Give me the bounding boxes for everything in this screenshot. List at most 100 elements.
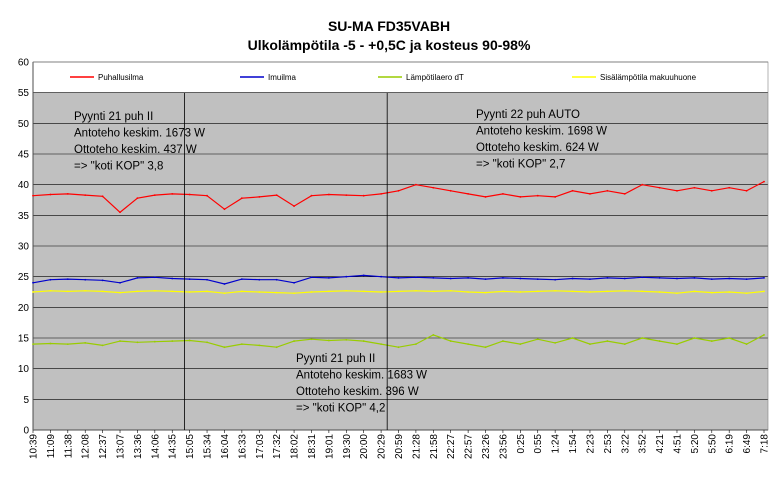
annotation-line: Ottoteho keskim. 624 W: [476, 142, 599, 154]
data-point: [119, 281, 121, 284]
data-point: [589, 343, 591, 346]
data-point: [188, 339, 191, 342]
x-tick-label: 17:03: [255, 434, 266, 459]
data-point: [101, 290, 104, 293]
data-point: [345, 275, 348, 278]
data-point: [519, 196, 522, 198]
data-point: [484, 278, 487, 281]
data-point: [449, 277, 452, 280]
data-point: [763, 334, 765, 336]
x-tick-label: 14:35: [168, 434, 179, 459]
data-point: [293, 205, 295, 208]
data-point: [467, 343, 470, 346]
data-point: [710, 189, 713, 192]
data-point: [327, 290, 330, 293]
data-point: [710, 340, 713, 342]
data-point: [554, 289, 557, 292]
data-point: [240, 197, 243, 200]
data-point: [415, 276, 417, 279]
x-tick-label: 0:55: [533, 434, 544, 454]
data-point: [432, 290, 435, 293]
data-point: [571, 337, 574, 339]
data-point: [223, 292, 226, 295]
data-point: [136, 341, 139, 344]
data-point: [310, 194, 313, 197]
data-point: [763, 276, 765, 279]
data-point: [728, 277, 731, 280]
y-tick-label: 40: [18, 180, 30, 191]
data-point: [153, 289, 156, 292]
data-point: [641, 183, 644, 186]
data-point: [380, 291, 382, 293]
data-point: [327, 276, 330, 279]
data-point: [658, 291, 661, 293]
data-point: [310, 338, 313, 341]
data-point: [484, 196, 487, 198]
x-tick-label: 6:49: [742, 434, 753, 454]
x-tick-label: 21:28: [411, 434, 422, 459]
y-tick-label: 60: [18, 58, 30, 69]
x-tick-label: 20:59: [394, 434, 405, 459]
y-tick-label: 15: [18, 334, 30, 345]
x-tick-label: 14:06: [150, 434, 161, 459]
data-point: [171, 290, 174, 293]
data-point: [188, 193, 191, 196]
data-point: [32, 281, 34, 284]
data-point: [275, 278, 278, 281]
data-point: [84, 278, 87, 281]
data-point: [728, 186, 731, 189]
data-point: [49, 193, 52, 196]
y-tick-label: 10: [18, 364, 30, 375]
x-tick-label: 4:51: [672, 434, 683, 454]
data-point: [676, 277, 678, 280]
data-point: [693, 290, 696, 293]
x-tick-label: 4:21: [655, 434, 666, 454]
data-point: [362, 340, 365, 342]
data-point: [32, 291, 34, 293]
annotation-line: Ottoteho keskim. 437 W: [74, 144, 197, 156]
data-point: [327, 193, 330, 196]
data-point: [258, 291, 261, 293]
data-point: [206, 278, 208, 281]
data-point: [136, 197, 139, 200]
y-tick-label: 55: [18, 88, 30, 99]
data-point: [571, 189, 574, 192]
data-point: [275, 291, 278, 294]
x-tick-label: 20:29: [377, 434, 388, 459]
y-tick-label: 50: [18, 119, 30, 130]
data-point: [606, 290, 609, 293]
data-point: [536, 338, 539, 341]
data-point: [536, 194, 539, 197]
x-tick-label: 7:18: [760, 434, 771, 454]
data-point: [606, 189, 609, 192]
data-point: [362, 274, 365, 277]
data-point: [310, 291, 313, 293]
annotation-line: => "koti KOP" 2,7: [476, 159, 565, 171]
x-tick-label: 22:27: [446, 434, 457, 459]
data-point: [153, 340, 156, 343]
x-tick-label: 5:50: [707, 434, 718, 454]
data-point: [745, 189, 748, 192]
x-tick-label: 1:24: [551, 434, 562, 454]
y-tick-label: 45: [18, 150, 30, 161]
data-point: [502, 290, 504, 293]
annotation-line: Antoteho keskim. 1683 W: [296, 370, 427, 382]
data-point: [502, 192, 504, 195]
data-point: [676, 189, 678, 192]
data-point: [345, 289, 348, 292]
data-point: [554, 278, 557, 281]
x-tick-label: 10:39: [29, 434, 40, 459]
x-tick-label: 2:23: [585, 434, 596, 454]
data-point: [432, 334, 435, 336]
data-point: [519, 343, 522, 346]
y-tick-label: 25: [18, 272, 30, 283]
annotation-line: Antoteho keskim. 1698 W: [476, 126, 607, 138]
data-point: [658, 276, 661, 279]
data-point: [223, 346, 226, 349]
data-point: [136, 276, 139, 279]
data-point: [432, 186, 435, 189]
data-point: [206, 341, 208, 344]
data-point: [119, 291, 121, 294]
data-point: [693, 276, 696, 279]
data-point: [641, 276, 644, 279]
